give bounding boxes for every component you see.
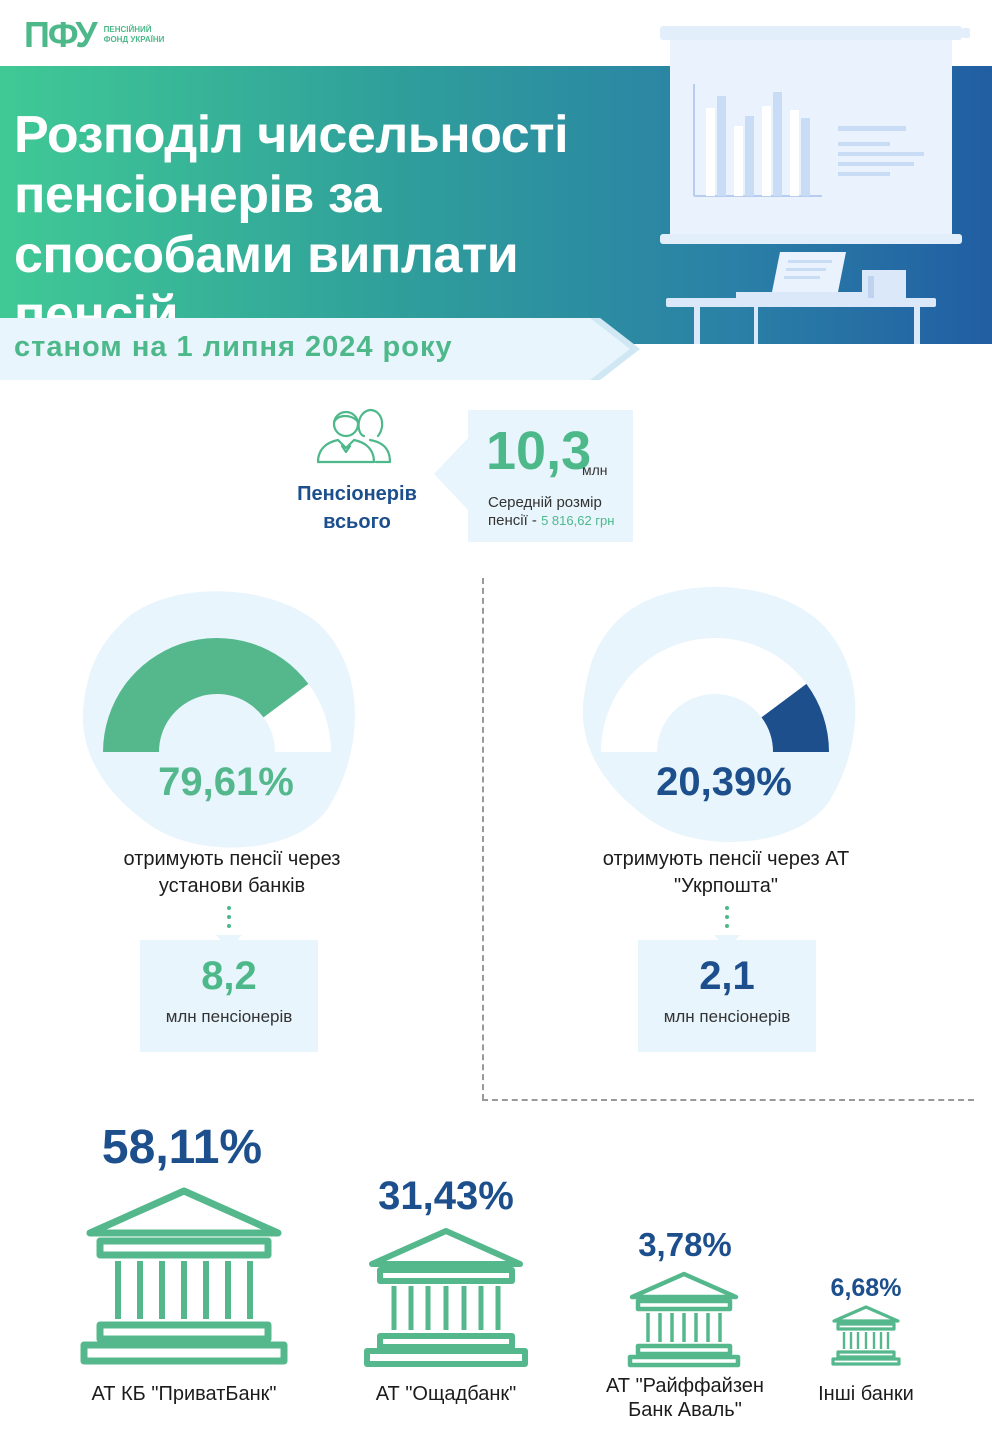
logo-text: ПЕНСІЙНИЙ ФОНД УКРАЇНИ [103, 25, 165, 44]
logo-mark: ПФУ [24, 14, 98, 55]
horizontal-divider [482, 1099, 974, 1101]
total-value: 10,3 [486, 421, 592, 481]
page-title: Розподіл чисельності пенсіонерів за спос… [14, 106, 569, 344]
oschadbank-name: АТ "Ощадбанк" [375, 1383, 517, 1405]
privatbank-name: АТ КБ "ПриватБанк" [91, 1383, 277, 1405]
banks-gauge-fill [103, 638, 309, 752]
raiffeisen-percent: 3,78% [638, 1226, 732, 1263]
total-pensioners-label: Пенсіонерів всього [297, 483, 417, 533]
logo: ПФУ ПЕНСІЙНИЙ ФОНД УКРАЇНИ [24, 14, 174, 56]
banks-description: отримують пенсії через установи банків [123, 848, 341, 897]
bank-building-icon [80, 1187, 288, 1365]
page-subtitle: станом на 1 липня 2024 року [14, 331, 453, 363]
privatbank-percent: 58,11% [101, 1121, 263, 1174]
average-pension-note: Середній розмір пенсії - 5 816,62 грн [488, 494, 628, 530]
post-description: отримують пенсії через АТ "Укрпошта" [602, 848, 850, 897]
subtitle-bar [0, 318, 640, 380]
total-box [468, 410, 633, 542]
oschadbank-percent: 31,43% [378, 1174, 514, 1218]
post-percent: 20,39% [656, 760, 792, 804]
banks-count-box: 8,2 млн пенсіонерів [140, 940, 318, 1052]
post-count-box: 2,1 млн пенсіонерів [638, 940, 816, 1052]
average-pension-amount: 5 816,62 грн [541, 513, 615, 528]
other-banks-name: Інші банки [818, 1383, 914, 1405]
bank-building-icon [627, 1271, 741, 1368]
post-count-value: 2,1 [699, 954, 755, 998]
bank-building-icon [364, 1228, 528, 1367]
banks-gauge-background [82, 591, 355, 848]
banks-percent: 79,61% [158, 760, 294, 804]
bank-building-icon [831, 1305, 901, 1366]
post-count-unit: млн пенсіонерів [663, 1007, 791, 1026]
other-banks-percent: 6,68% [830, 1274, 902, 1302]
banks-count-unit: млн пенсіонерів [165, 1007, 293, 1026]
post-gauge [601, 638, 829, 752]
post-gauge-fill [761, 683, 829, 752]
post-connector-dots [725, 906, 729, 933]
vertical-divider [482, 578, 484, 1100]
total-box-pointer [434, 436, 470, 512]
people-icon [316, 408, 392, 464]
banks-gauge [103, 638, 331, 752]
raiffeisen-name: АТ "Райффайзен Банк Аваль" [606, 1375, 764, 1421]
average-pension-text: Середній розмір пенсії - [488, 494, 602, 529]
banks-count-value: 8,2 [201, 954, 257, 998]
total-unit: млн [582, 462, 608, 478]
post-gauge-background [582, 586, 856, 842]
banks-connector-dots [227, 906, 231, 933]
presentation-board-icon [660, 26, 970, 344]
